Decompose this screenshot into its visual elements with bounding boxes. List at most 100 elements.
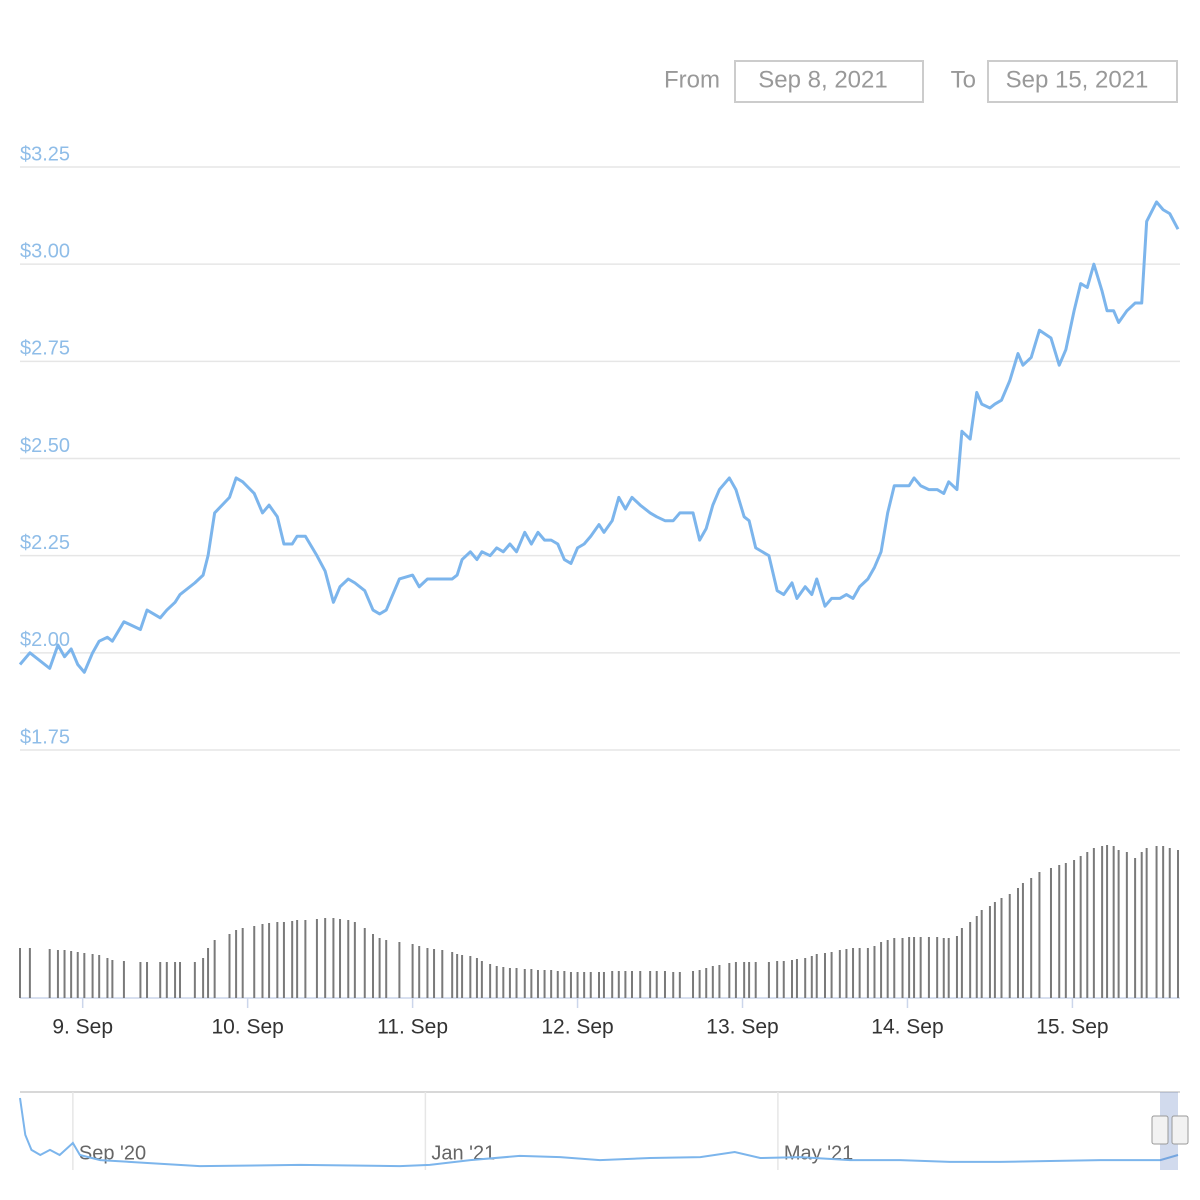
navigator-mask[interactable] bbox=[1160, 1092, 1178, 1170]
volume-bar bbox=[70, 951, 73, 998]
from-date[interactable]: Sep 8, 2021 bbox=[758, 66, 887, 93]
x-tick-label: 15. Sep bbox=[1036, 1016, 1108, 1039]
volume-bar bbox=[838, 950, 841, 998]
navigator[interactable]: Sep '20 Jan '21 May '21 bbox=[19, 1091, 1180, 1172]
volume-bar bbox=[213, 940, 216, 998]
volume-bar bbox=[630, 971, 633, 998]
volume-bar bbox=[1145, 848, 1148, 998]
volume-bar bbox=[852, 948, 855, 998]
volume-bar bbox=[523, 969, 526, 998]
from-label: From bbox=[664, 66, 720, 93]
volume-bar bbox=[795, 959, 798, 998]
volume-bar bbox=[139, 962, 142, 998]
volume-bar bbox=[1155, 846, 1158, 998]
volume-bar bbox=[469, 956, 472, 998]
volume-bar bbox=[296, 920, 299, 998]
volume-bar bbox=[56, 950, 59, 998]
volume-bar bbox=[1112, 846, 1115, 998]
volume-bar bbox=[426, 948, 429, 998]
volume-bar bbox=[1000, 898, 1003, 998]
x-tick-label: 9. Sep bbox=[52, 1016, 113, 1039]
volume-bar bbox=[611, 971, 614, 998]
volume-bar bbox=[791, 960, 793, 998]
volume-bar bbox=[1106, 845, 1109, 998]
volume-bar bbox=[98, 955, 101, 998]
navigator-handle[interactable] bbox=[1171, 1115, 1189, 1145]
volume-bar bbox=[106, 958, 109, 998]
volume-bar bbox=[1079, 856, 1082, 998]
volume-bar bbox=[1064, 863, 1067, 998]
volume-bar bbox=[754, 962, 757, 998]
volume-bar bbox=[748, 962, 751, 998]
volume-bar bbox=[1021, 883, 1024, 998]
volume-bar bbox=[83, 953, 86, 998]
price-line bbox=[18, 200, 1180, 674]
volume-bar bbox=[830, 952, 833, 998]
volume-bar bbox=[1049, 868, 1052, 998]
volume-bar bbox=[705, 968, 708, 998]
volume-bar bbox=[845, 949, 848, 998]
y-tick-label: $3.25 bbox=[20, 143, 70, 165]
volume-bar bbox=[975, 916, 978, 998]
volume-bar bbox=[1162, 846, 1165, 998]
volume-bar bbox=[515, 968, 518, 998]
volume-bar bbox=[908, 937, 911, 998]
navigator-handle[interactable] bbox=[1151, 1115, 1169, 1145]
volume-bar bbox=[433, 949, 436, 998]
volume-bar bbox=[728, 963, 731, 998]
volume-bar bbox=[947, 938, 950, 998]
volume-bar bbox=[858, 948, 861, 998]
to-input[interactable] bbox=[987, 60, 1178, 103]
volume-bar bbox=[276, 922, 279, 998]
volume-bar bbox=[146, 962, 149, 998]
volume-bar bbox=[411, 944, 414, 998]
volume-bar bbox=[698, 970, 701, 998]
x-tick-label: 13. Sep bbox=[706, 1016, 778, 1039]
volume-bar bbox=[363, 928, 366, 998]
volume-bar bbox=[502, 967, 505, 998]
volume-bar bbox=[372, 934, 375, 998]
volume-bar bbox=[165, 962, 168, 998]
x-tick-label: 14. Sep bbox=[871, 1016, 943, 1039]
volume-bar bbox=[734, 962, 737, 998]
volume-bar bbox=[893, 938, 896, 998]
volume-bar bbox=[261, 924, 264, 998]
volume-bar bbox=[347, 920, 350, 998]
volume-bar bbox=[1168, 848, 1171, 998]
volume-bar bbox=[980, 910, 983, 998]
volume-bar bbox=[122, 961, 125, 998]
volume-bar bbox=[624, 971, 627, 998]
to-date[interactable]: Sep 15, 2021 bbox=[1006, 66, 1149, 93]
volume-bar bbox=[927, 937, 930, 998]
volume-bar bbox=[1101, 846, 1104, 998]
y-tick-label: $2.75 bbox=[20, 338, 70, 360]
x-tick-label: 10. Sep bbox=[211, 1016, 283, 1039]
volume-bar bbox=[810, 956, 813, 998]
volume-bar bbox=[508, 968, 511, 998]
volume-bar bbox=[550, 970, 553, 998]
navigator-selection[interactable] bbox=[1151, 1092, 1189, 1170]
volume-bar bbox=[76, 952, 79, 998]
volume-bar bbox=[324, 918, 327, 998]
navigator-tick-label: May '21 bbox=[784, 1142, 853, 1164]
navigator-area bbox=[20, 1092, 1180, 1172]
volume-bar bbox=[398, 942, 401, 998]
volume-bar bbox=[936, 937, 939, 998]
y-tick-label: $3.00 bbox=[20, 240, 70, 262]
volume-bar bbox=[489, 964, 492, 998]
volume-bar bbox=[28, 948, 31, 998]
volume-bar bbox=[495, 966, 498, 998]
volume-bar bbox=[589, 972, 592, 998]
volume-bar bbox=[1016, 888, 1019, 998]
volume-bar bbox=[866, 948, 869, 998]
volume-bar bbox=[692, 971, 695, 998]
volume-bar bbox=[63, 950, 66, 998]
volume-bar bbox=[617, 971, 620, 998]
volume-bar bbox=[461, 955, 464, 998]
volume-bar bbox=[767, 962, 770, 998]
volume-bar bbox=[955, 936, 958, 998]
from-input[interactable] bbox=[734, 60, 924, 103]
volume-bar bbox=[111, 960, 114, 998]
